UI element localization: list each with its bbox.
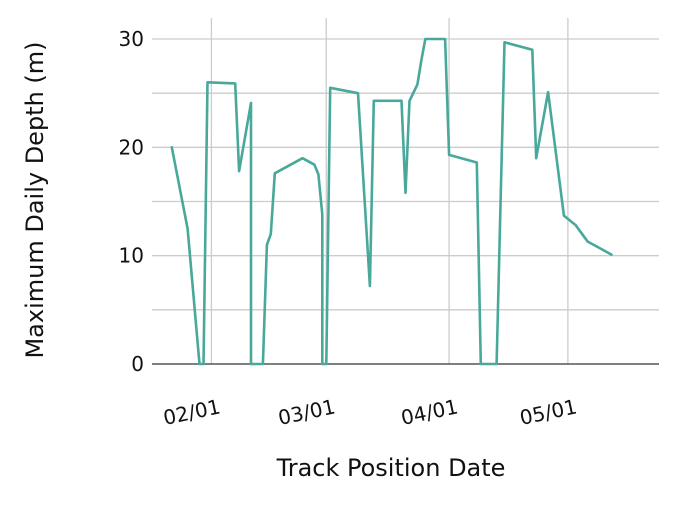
y-tick-labels: 0 10 20 30 xyxy=(119,27,144,376)
series-layer xyxy=(170,37,613,366)
x-axis-label: Track Position Date xyxy=(276,454,506,482)
y-tick-label: 10 xyxy=(119,244,144,268)
x-tick-label: 02/01 xyxy=(161,394,222,429)
x-tick-label: 03/01 xyxy=(276,394,337,429)
y-tick-label: 0 xyxy=(131,352,144,376)
y-axis-label: Maximum Daily Depth (m) xyxy=(21,41,49,358)
x-tick-label: 04/01 xyxy=(399,394,460,429)
depth-series-line xyxy=(170,37,613,366)
x-tick-labels: 02/01 03/01 04/01 05/01 xyxy=(161,394,579,429)
y-tick-label: 20 xyxy=(119,135,144,159)
x-tick-label: 05/01 xyxy=(518,394,579,429)
y-tick-label: 30 xyxy=(119,27,144,51)
